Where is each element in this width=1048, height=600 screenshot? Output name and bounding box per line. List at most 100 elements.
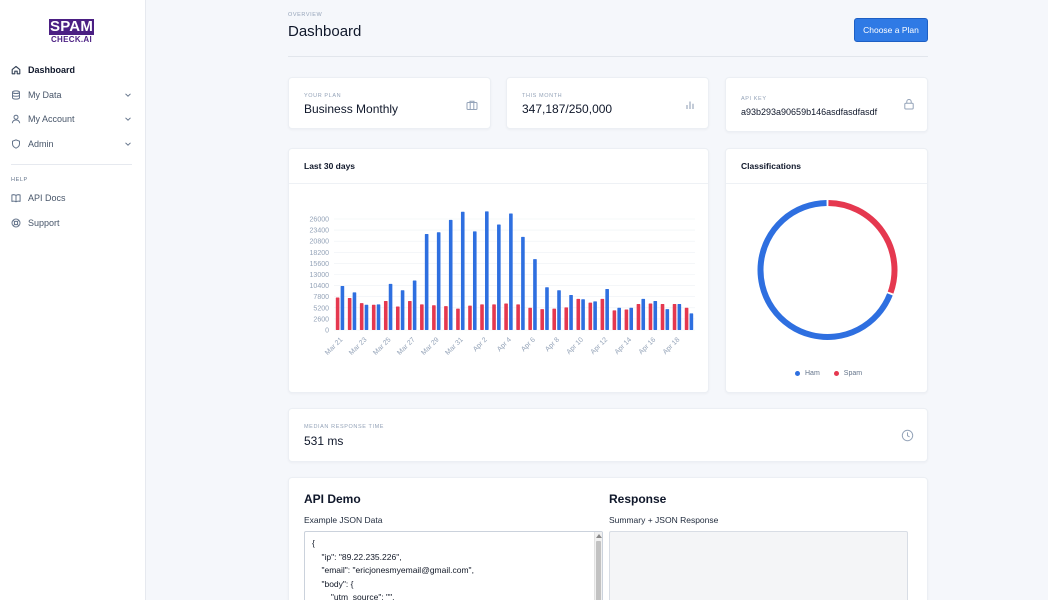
last-30-days-title: Last 30 days (289, 149, 708, 184)
bar-ham (424, 233, 429, 330)
chevron-down-icon (124, 115, 132, 123)
bar-spam (660, 303, 665, 330)
bar-ham (689, 313, 694, 330)
home-icon (11, 65, 21, 75)
bar-ham (376, 304, 381, 330)
bar-ham (533, 259, 537, 330)
scroll-thumb[interactable] (596, 541, 601, 600)
bar-ham (545, 287, 549, 330)
response-time-value: 531 ms (304, 434, 344, 448)
x-tick-label: Apr 2 (472, 336, 489, 353)
response-output[interactable] (609, 531, 908, 600)
bar-ham (460, 211, 465, 330)
bar-spam (552, 308, 557, 330)
bar-spam (359, 303, 364, 330)
api-key-card: API KEY a93b293a90659b146asdfasdfasdf (725, 77, 928, 132)
classifications-title: Classifications (726, 149, 927, 184)
choose-plan-button[interactable]: Choose a Plan (854, 18, 928, 42)
y-tick-label: 5200 (313, 305, 329, 312)
bar-spam (588, 302, 593, 330)
sidebar-item-my-account[interactable]: My Account (0, 107, 146, 132)
sidebar-divider (11, 164, 132, 165)
api-demo-subtitle: Example JSON Data (304, 515, 383, 525)
bar-ham (677, 303, 682, 330)
bar-ham (569, 294, 573, 330)
database-icon (11, 90, 21, 100)
y-tick-label: 26000 (310, 217, 330, 224)
bar-spam (684, 307, 689, 330)
y-tick-label: 15600 (310, 261, 330, 268)
sidebar-item-label: Dashboard (28, 65, 76, 76)
book-icon (11, 193, 21, 203)
sidebar-item-support[interactable]: Support (0, 211, 146, 236)
scroll-up-arrow-icon[interactable] (596, 534, 602, 538)
bar-ham (497, 224, 501, 330)
legend-item-ham[interactable]: Ham (795, 370, 820, 377)
sidebar-item-label: My Account (28, 114, 75, 125)
bar-spam (456, 308, 460, 330)
sidebar-item-my-data[interactable]: My Data (0, 83, 146, 108)
spam-swatch (833, 371, 839, 376)
api-demo-card: API Demo Example JSON Data { "ip": "89.2… (288, 477, 928, 600)
bar-ham (617, 307, 621, 330)
bar-spam (636, 303, 641, 330)
bar-ham (485, 211, 489, 330)
sidebar-nav: Dashboard My Data My Account Admin (0, 58, 146, 235)
bar-spam (576, 298, 581, 330)
sidebar-item-admin[interactable]: Admin (0, 132, 146, 157)
spamcheck-logo[interactable]: SPAM CHECK.AI (49, 19, 94, 44)
x-tick-label: Apr 8 (544, 336, 561, 353)
donut-slice-ham[interactable] (757, 200, 893, 340)
bar-spam (444, 306, 448, 330)
bar-ham (400, 290, 405, 330)
x-tick-label: Mar 29 (420, 336, 440, 356)
bar-ham (364, 304, 369, 330)
sidebar-item-dashboard[interactable]: Dashboard (0, 58, 146, 83)
bar-spam (335, 297, 340, 330)
json-input-text[interactable]: { "ip": "89.22.235.226", "email": "ericj… (312, 538, 474, 600)
api-demo-title: API Demo (304, 492, 361, 506)
bar-spam (600, 298, 605, 330)
bar-ham (412, 280, 417, 330)
json-input-scrollbar[interactable] (594, 532, 602, 600)
this-month-card: THIS MONTH 347,187/250,000 (506, 77, 709, 129)
x-tick-label: Apr 12 (590, 336, 610, 356)
sidebar-item-api-docs[interactable]: API Docs (0, 186, 146, 211)
bar-ham (641, 298, 646, 330)
bar-ham (665, 309, 670, 330)
bar-spam (383, 300, 388, 330)
lifebuoy-icon (11, 218, 21, 228)
classifications-card: Classifications Ham Spam (725, 148, 928, 393)
json-input[interactable]: { "ip": "89.22.235.226", "email": "ericj… (304, 531, 603, 600)
bar-ham (629, 307, 634, 330)
sidebar-section-help: HELP (11, 177, 28, 183)
donut-chart (757, 200, 898, 340)
donut-legend: Ham Spam (795, 370, 862, 377)
shield-icon (11, 139, 21, 149)
bar-spam (516, 304, 520, 330)
y-tick-label: 23400 (310, 228, 330, 235)
api-key-value[interactable]: a93b293a90659b146asdfasdfasdf (741, 107, 878, 117)
sidebar: SPAM CHECK.AI Dashboard My Data My Accou… (0, 0, 146, 600)
legend-item-spam[interactable]: Spam (833, 370, 862, 377)
bar-spam (480, 304, 484, 330)
donut-slice-spam[interactable] (828, 200, 898, 294)
clock-icon (901, 429, 914, 442)
plan-value: Business Monthly (304, 102, 399, 116)
x-tick-label: Mar 23 (348, 336, 368, 356)
bar-ham (557, 290, 561, 330)
x-tick-label: Apr 6 (520, 336, 537, 353)
sidebar-item-label: Support (28, 217, 60, 228)
x-tick-label: Mar 25 (372, 336, 392, 356)
bar-chart-icon (684, 99, 696, 111)
x-tick-label: Apr 18 (662, 336, 682, 356)
ham-swatch (795, 371, 800, 376)
y-tick-label: 7800 (313, 294, 329, 301)
bar-ham (436, 232, 441, 330)
api-key-caption: API KEY (741, 96, 767, 102)
logo-wordmark-top: SPAM (49, 18, 94, 35)
main-content: OVERVIEW Dashboard Choose a Plan YOUR PL… (146, 0, 1048, 600)
bar-ham (340, 286, 345, 330)
bar-spam (528, 307, 532, 330)
bar-spam (564, 307, 569, 330)
